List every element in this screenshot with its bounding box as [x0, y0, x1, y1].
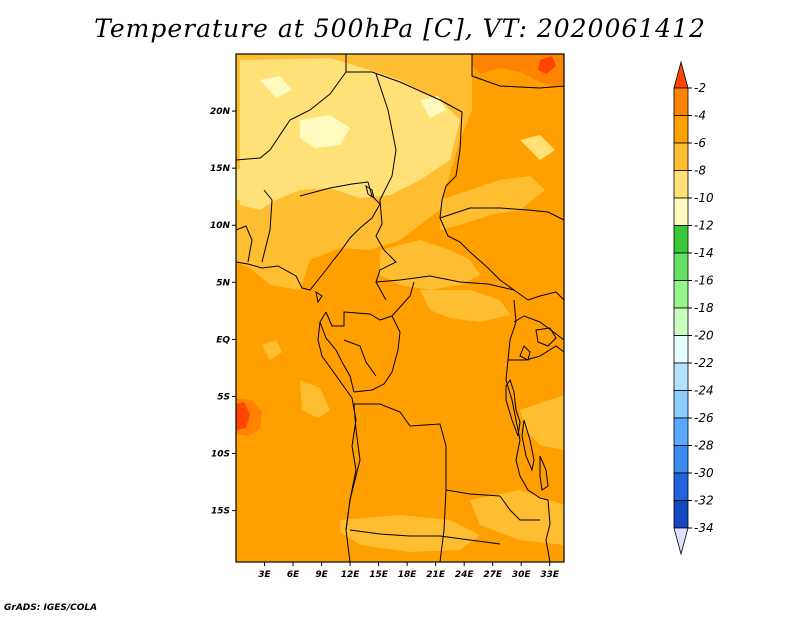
colorbar-under-triangle: [673, 527, 689, 556]
x-tick-label: 6E: [287, 570, 300, 580]
y-tick-label: 20N: [210, 107, 231, 117]
map-frame: [235, 53, 565, 563]
field-contour-warm: [236, 54, 564, 436]
x-axis-ticks: 3E 6E 9E 12E 15E 18E 21E 24E 27E 30E 33E: [258, 562, 560, 580]
x-tick-label: 9E: [315, 570, 328, 580]
colorbar-label: -20: [694, 329, 714, 343]
colorbar: -2 -4 -6 -8 -10 -12 -14 -16 -18 -20 -22 -24 -26 -28 -3…: [673, 60, 714, 556]
colorbar-box: [673, 390, 689, 419]
colorbar-box: [673, 87, 689, 116]
x-tick-label: 18E: [398, 570, 418, 580]
y-tick-label: 5S: [217, 392, 230, 402]
colorbar-label: -34: [694, 521, 714, 535]
colorbar-box: [673, 115, 689, 144]
field-contour-cold: [236, 58, 555, 210]
x-tick-label: 27E: [483, 570, 503, 580]
colorbar-label: -14: [694, 246, 714, 260]
grads-credit: GrADS: IGES/COLA: [4, 603, 98, 613]
x-tick-label: 15E: [369, 570, 389, 580]
colorbar-box: [673, 142, 689, 171]
colorbar-label: -28: [694, 439, 714, 453]
x-tick-label: 21E: [426, 570, 446, 580]
x-tick-label: 33E: [540, 570, 560, 580]
colorbar-label: -26: [694, 411, 714, 425]
political-boundaries: [235, 54, 565, 563]
colorbar-box: [673, 362, 689, 391]
colorbar-box: [673, 280, 689, 309]
y-axis-ticks: 20N 15N 10N 5N EQ 5S 10S 15S: [210, 107, 236, 517]
colorbar-label: -32: [694, 494, 714, 508]
x-tick-label: 30E: [512, 570, 532, 580]
colorbar-box: [673, 170, 689, 199]
colorbar-box: [673, 417, 689, 446]
colorbar-box: [673, 500, 689, 529]
y-tick-label: 15N: [210, 164, 231, 174]
colorbar-label: -4: [694, 109, 706, 123]
colorbar-label: -10: [694, 191, 714, 205]
colorbar-label: -2: [694, 81, 706, 95]
y-tick-label: 5N: [216, 278, 230, 288]
y-tick-label: 15S: [211, 507, 230, 517]
field-contour-coldest: [260, 76, 446, 148]
colorbar-over-triangle: [673, 60, 689, 89]
y-tick-label: 10N: [210, 221, 231, 231]
colorbar-label: -30: [694, 466, 714, 480]
colorbar-label: -6: [694, 136, 706, 150]
colorbar-label: -16: [694, 274, 714, 288]
colorbar-label: -24: [694, 384, 714, 398]
x-tick-label: 24E: [455, 570, 475, 580]
x-tick-label: 3E: [258, 570, 271, 580]
colorbar-box: [673, 472, 689, 501]
colorbar-box: [673, 307, 689, 336]
colorbar-box: [673, 252, 689, 281]
y-tick-label: EQ: [216, 335, 230, 345]
colorbar-box: [673, 335, 689, 364]
colorbar-box: [673, 445, 689, 474]
colorbar-label: -18: [694, 301, 714, 315]
colorbar-label: -12: [694, 219, 714, 233]
colorbar-label: -8: [694, 164, 706, 178]
y-tick-label: 10S: [211, 450, 230, 460]
x-tick-label: 12E: [341, 570, 361, 580]
map-title: Temperature at 500hPa [C], VT: 202006141…: [94, 14, 706, 43]
colorbar-box: [673, 225, 689, 254]
colorbar-box: [673, 197, 689, 226]
colorbar-label: -22: [694, 356, 714, 370]
